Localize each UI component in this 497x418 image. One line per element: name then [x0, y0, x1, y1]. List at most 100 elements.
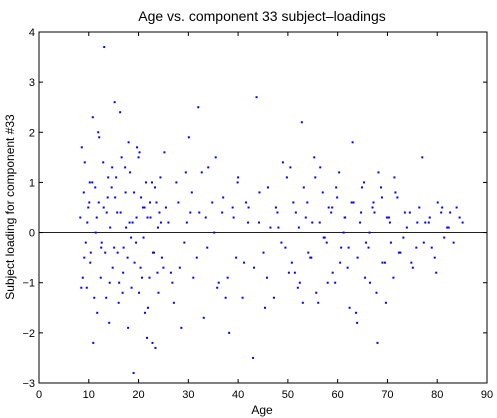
data-point [287, 271, 290, 274]
data-point [331, 271, 334, 274]
data-point [111, 166, 114, 169]
data-point [367, 246, 370, 249]
data-point [284, 246, 287, 249]
data-point [110, 186, 113, 189]
data-point [185, 221, 188, 224]
data-point [141, 276, 144, 279]
data-point [156, 271, 159, 274]
data-point [255, 96, 258, 99]
data-point [394, 191, 397, 194]
y-tick-label: 4 [29, 27, 35, 39]
data-point [94, 231, 97, 234]
data-point [330, 211, 333, 214]
data-point [106, 196, 109, 199]
data-point [306, 201, 309, 204]
data-point [138, 151, 141, 154]
data-point [155, 201, 158, 204]
data-point [119, 111, 122, 114]
data-point [458, 216, 461, 219]
data-point [103, 46, 106, 49]
data-point [318, 221, 321, 224]
data-point [277, 226, 280, 229]
data-point [184, 171, 187, 174]
data-point [247, 206, 250, 209]
data-point [207, 166, 210, 169]
data-point [129, 171, 132, 174]
data-point [422, 241, 425, 244]
data-point [226, 276, 229, 279]
data-point [363, 181, 366, 184]
data-point [217, 281, 220, 284]
data-point [247, 221, 250, 224]
data-point [266, 186, 269, 189]
data-point [322, 236, 325, 239]
data-point [124, 191, 127, 194]
data-point [121, 291, 124, 294]
data-point [276, 211, 279, 214]
data-point [108, 281, 111, 284]
data-point [356, 256, 359, 259]
data-point [80, 146, 83, 149]
data-point [416, 221, 419, 224]
data-point [307, 251, 310, 254]
data-point [88, 181, 91, 184]
data-point [293, 271, 296, 274]
data-point [440, 211, 443, 214]
data-point [236, 181, 239, 184]
data-point [298, 281, 301, 284]
data-point [231, 206, 234, 209]
data-point [338, 171, 341, 174]
data-point [360, 211, 363, 214]
data-point [206, 246, 209, 249]
data-point [302, 186, 305, 189]
data-point [135, 241, 138, 244]
data-point [253, 266, 256, 269]
x-axis-label: Age [251, 403, 273, 417]
plot-area: 0 10 20 30 40 50 60 70 80 90 −3 −2 −1 0 1 2 3 4 [22, 27, 493, 401]
data-point [373, 211, 376, 214]
data-point [92, 341, 95, 344]
data-point [88, 201, 91, 204]
data-point [157, 291, 160, 294]
data-point [224, 296, 227, 299]
data-point [132, 371, 135, 374]
data-point [169, 271, 172, 274]
data-point [211, 201, 214, 204]
data-point [368, 231, 371, 234]
x-tick-label: 80 [431, 389, 443, 401]
x-tick-label: 30 [182, 389, 194, 401]
data-point [427, 221, 430, 224]
data-point [149, 216, 152, 219]
x-tick-label: 10 [83, 389, 95, 401]
data-point [133, 261, 136, 264]
data-point [122, 271, 125, 274]
data-point [91, 116, 94, 119]
data-point [83, 256, 86, 259]
data-point [331, 206, 334, 209]
data-point [222, 196, 225, 199]
y-tick-label: −2 [22, 328, 35, 340]
data-point [172, 301, 175, 304]
y-tick-label: −1 [22, 278, 35, 290]
data-point [140, 196, 143, 199]
data-point [347, 246, 350, 249]
data-point [336, 196, 339, 199]
data-point [97, 131, 100, 134]
data-point [86, 221, 89, 224]
data-point [402, 236, 405, 239]
data-point [177, 201, 180, 204]
data-point [327, 206, 330, 209]
data-point [148, 276, 151, 279]
data-point [369, 281, 372, 284]
data-point [387, 216, 390, 219]
data-point [100, 246, 103, 249]
data-point [216, 286, 219, 289]
data-point [377, 171, 380, 174]
data-point [428, 216, 431, 219]
data-point [151, 341, 154, 344]
data-point [149, 201, 152, 204]
data-point [99, 276, 102, 279]
data-point [371, 206, 374, 209]
data-point [109, 226, 112, 229]
data-point [359, 221, 362, 224]
